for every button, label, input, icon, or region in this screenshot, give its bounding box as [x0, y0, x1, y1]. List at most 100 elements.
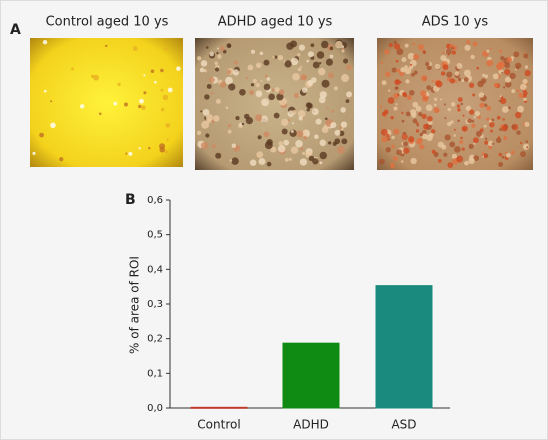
cell	[386, 133, 390, 138]
cell	[416, 138, 423, 145]
cell	[501, 71, 504, 74]
cell	[197, 56, 202, 61]
cell	[196, 130, 202, 136]
cell	[520, 83, 527, 91]
cell	[479, 102, 485, 108]
cell	[456, 155, 464, 163]
cell	[305, 102, 312, 109]
cell	[394, 79, 401, 86]
cell	[410, 63, 413, 66]
cell	[202, 109, 210, 116]
image-caption: Control aged 10 ys	[46, 15, 169, 30]
cell	[451, 153, 458, 159]
cell	[167, 87, 173, 93]
cell	[132, 46, 138, 51]
cell	[418, 112, 423, 117]
cell	[396, 93, 400, 96]
cell	[160, 68, 164, 73]
cell	[461, 79, 465, 82]
cell	[318, 96, 326, 104]
cell	[281, 118, 289, 127]
cell	[339, 126, 343, 130]
cell	[222, 49, 227, 54]
cell	[473, 155, 480, 161]
cell	[487, 140, 494, 147]
cell	[525, 140, 529, 143]
cell	[387, 97, 395, 104]
cell	[302, 151, 306, 155]
cell	[321, 126, 329, 134]
cell	[345, 99, 350, 103]
cell	[483, 154, 488, 159]
cell	[231, 143, 237, 148]
cell	[252, 78, 257, 84]
cell	[256, 151, 264, 159]
cell	[226, 69, 232, 75]
cell	[260, 79, 263, 83]
cell	[472, 41, 478, 47]
cell	[395, 86, 399, 90]
cell	[255, 90, 263, 98]
cell	[511, 124, 516, 129]
cell	[524, 121, 530, 127]
cell	[263, 59, 270, 66]
cell	[291, 122, 295, 125]
cell	[450, 102, 456, 107]
cell	[220, 81, 227, 88]
cell	[59, 157, 64, 162]
cell	[456, 104, 461, 108]
cell	[343, 58, 349, 64]
cell	[164, 46, 168, 51]
cell	[294, 92, 300, 99]
cell	[476, 66, 480, 70]
cell	[478, 92, 485, 98]
cell	[219, 46, 225, 52]
cell	[498, 49, 502, 53]
cell	[259, 51, 264, 56]
cell	[393, 43, 401, 50]
cell	[421, 75, 428, 82]
cell	[214, 67, 220, 72]
cell	[283, 139, 290, 146]
cell	[384, 49, 390, 55]
cell	[402, 141, 408, 147]
cell	[396, 48, 404, 56]
cell	[212, 144, 216, 149]
cell	[468, 82, 475, 88]
cell	[227, 129, 232, 134]
cell	[319, 91, 327, 99]
cell	[341, 49, 345, 53]
cell	[511, 89, 516, 94]
cell	[263, 131, 270, 138]
cell	[257, 135, 262, 140]
cell	[105, 44, 108, 48]
cell	[232, 69, 240, 76]
cell	[141, 105, 146, 111]
cell	[281, 128, 288, 135]
cell	[443, 152, 448, 157]
cell	[441, 144, 447, 150]
cell	[216, 51, 219, 55]
cell	[277, 144, 286, 153]
cell	[340, 107, 346, 113]
cell	[490, 129, 493, 133]
cell	[484, 140, 489, 145]
cell	[346, 91, 353, 98]
cell	[489, 121, 495, 128]
cell	[410, 157, 417, 165]
cell	[206, 46, 209, 49]
y-tick-label: 0,6	[147, 195, 163, 206]
cell	[148, 146, 151, 150]
cell	[469, 109, 475, 115]
cell	[499, 95, 502, 98]
cell	[123, 102, 128, 107]
cell	[502, 118, 505, 121]
cell	[392, 156, 398, 162]
cell	[401, 57, 407, 63]
cell	[454, 80, 458, 83]
cell	[489, 47, 493, 50]
cell	[506, 56, 513, 63]
cell	[380, 128, 388, 136]
cell	[209, 51, 215, 57]
